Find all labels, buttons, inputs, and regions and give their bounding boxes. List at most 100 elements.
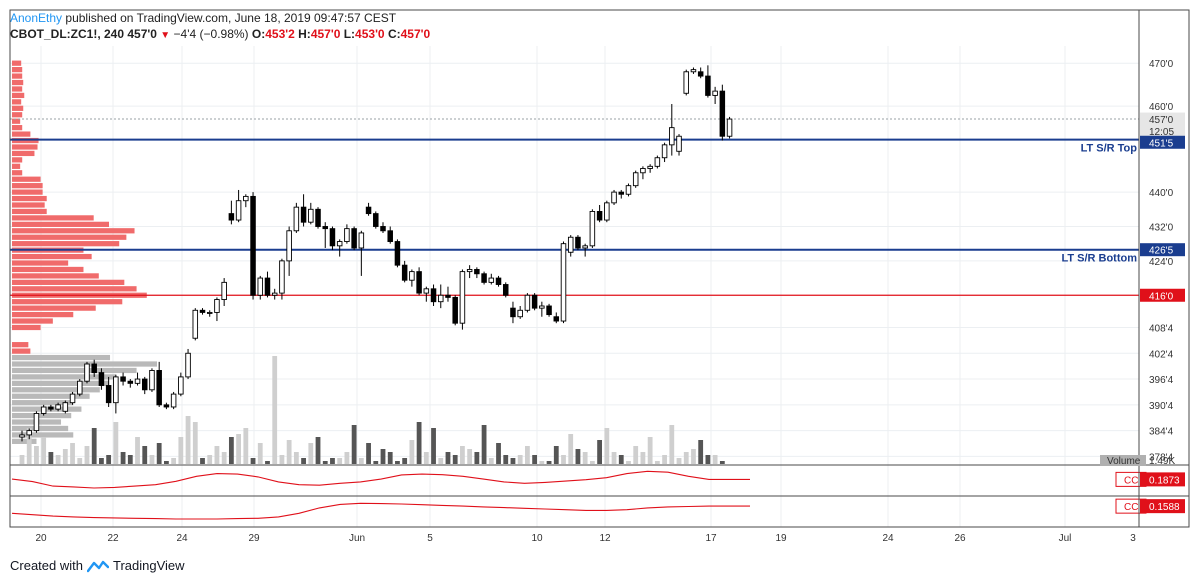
volume-profile [12,60,157,444]
volume-bar [467,449,473,464]
candle-body [206,311,213,314]
grid-lines [10,46,1139,527]
candle-body [55,404,61,410]
candle-body [286,230,292,262]
y-tick-label: 440'0 [1149,188,1174,199]
candle-body [170,393,177,408]
candle-body [430,288,437,303]
candle-body [416,271,422,294]
candle-body [358,232,365,249]
volume-profile-bar [12,221,110,227]
volume-profile-bar [12,279,125,285]
volume-bar [431,428,436,464]
candle-body [502,284,509,296]
volume-profile-bar [12,425,69,432]
candle-body [524,294,531,311]
volume-bar [322,461,328,464]
volume-label: Volume [1107,456,1141,467]
volume-bar [228,437,234,464]
volume-profile-bar [12,412,72,419]
volume-bar [373,461,379,464]
volume-bar [683,452,689,464]
candle-body [156,370,162,406]
candle-body [351,228,357,249]
price-label: 426'5 [1149,246,1174,257]
volume-bar [34,446,39,464]
volume-profile-bar [12,118,21,124]
volume-bar [344,452,350,464]
y-tick-label: 460'0 [1149,102,1174,113]
candle-body [91,363,97,374]
volume-bar [257,443,263,464]
open-label: O: [251,27,266,41]
candle-body [336,241,343,247]
volume-bar [481,425,487,464]
volume-bar [55,455,61,464]
volume-profile-bar [12,342,29,348]
author-name[interactable]: AnonEthy [10,11,63,25]
volume-profile-bar [12,92,25,99]
candle-body [185,352,191,378]
candle-body [611,191,617,204]
created-with-text: Created with [10,558,83,573]
candle-body [452,296,458,324]
candle-body [293,206,300,232]
candle-body [697,71,704,77]
volume-bar [337,458,343,464]
volume-bar [236,434,241,464]
volume-bar [546,461,552,464]
candle-body [19,434,25,438]
volume-bar [719,461,725,464]
volume-bar [207,455,213,464]
volume-bar [351,425,357,464]
x-tick-label: 3 [1130,533,1136,544]
candle-body [531,294,538,309]
volume-bar [525,446,530,464]
volume-bar [496,443,501,464]
candle-body [625,185,632,195]
price-label-box [1140,124,1185,138]
candle-body [438,294,444,303]
volume-bar [402,458,408,464]
volume-profile-bar [12,67,23,73]
volume-bar [691,449,696,464]
volume-bar [178,437,184,464]
candle-body [322,226,328,230]
volume-profile-bar [12,318,53,324]
candle-body [539,305,545,309]
volume-profile-bar [12,112,23,118]
volume-profile-bar [12,202,45,208]
candle-body [214,299,220,313]
volume-bar [164,461,169,464]
volume-bar [416,422,422,464]
down-triangle-icon: ▼ [160,30,171,41]
volume-bar [19,455,25,464]
volume-bar [438,458,444,464]
volume-bar [517,455,523,464]
close-label: C: [387,27,401,41]
candle-body [517,309,523,318]
candle-body [474,269,480,275]
cc-line [11,470,750,489]
volume-profile-bar [12,253,92,260]
volume-bar [395,461,400,464]
volume-profile-bar [12,176,41,182]
candle-body [409,271,415,281]
tradingview-brand[interactable]: TradingView [112,558,185,573]
candle-body [69,393,76,404]
volume-profile-bar [12,354,111,361]
candle-body [279,260,285,294]
volume-profile-bar [12,393,90,399]
volume-bar [380,449,386,464]
candle-body [423,288,430,294]
volume-bar [698,440,704,464]
candle-body [33,412,40,432]
cc-name: CC [1124,475,1138,486]
volume-bar [171,458,177,464]
candle-body [654,157,661,167]
candle-body [84,363,90,382]
candle-body [98,372,105,386]
volume-bar [676,458,682,464]
volume-profile-bar [12,234,127,240]
